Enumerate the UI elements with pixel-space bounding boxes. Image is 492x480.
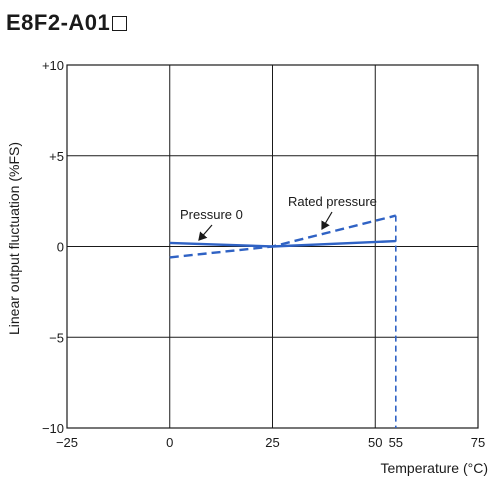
x-tick-label: −25 [56,435,78,450]
y-tick-label: −10 [42,421,64,436]
plot-frame [66,64,479,429]
annotation-arrow-rated-pressure [321,211,333,231]
annotation-arrow-pressure-0 [198,224,213,241]
x-tick-label: 55 [389,435,403,450]
x-tick-label: 0 [166,435,173,450]
x-axis-label: Temperature (°C) [380,460,488,476]
title-box-symbol [112,16,128,31]
series-rated-pressure [169,214,397,259]
chart-title-text: E8F2-A01 [6,10,111,35]
annotation-pressure-0: Pressure 0 [180,207,243,222]
y-tick-label: +5 [49,149,64,164]
x-tick-label: 75 [471,435,485,450]
y-tick-label: −5 [49,330,64,345]
annotations: Pressure 0 Rated pressure [180,194,377,241]
x-tick-label: 25 [265,435,279,450]
axis-ticks: −25 0 25 50 55 75 +10 +5 0 −5 −10 [42,58,485,450]
series-lines [169,214,397,428]
x-tick-label: 50 [368,435,382,450]
y-tick-label: 0 [57,240,64,255]
chart-title: E8F2-A01 [6,10,128,36]
y-tick-label: +10 [42,58,64,73]
annotation-rated-pressure: Rated pressure [288,194,377,209]
y-axis-label: Linear output fluctuation (%FS) [6,142,22,335]
